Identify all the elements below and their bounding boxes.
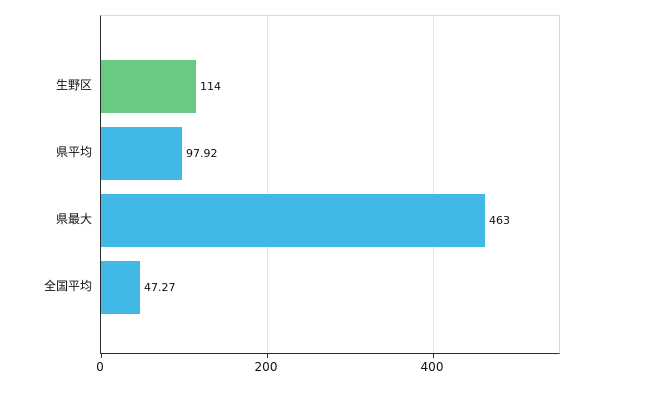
bar-value-label: 97.92 [186, 147, 218, 160]
x-axis-tick-label: 400 [420, 360, 444, 374]
x-axis-tick-label: 200 [254, 360, 278, 374]
x-axis-tick [267, 353, 268, 358]
y-axis-category-label: 生野区 [55, 78, 92, 92]
bar-value-label: 463 [489, 214, 510, 227]
y-axis-category-label: 県最大 [55, 212, 92, 226]
bar-value-label: 47.27 [144, 281, 176, 294]
bar-1 [101, 127, 182, 180]
gridline [267, 16, 268, 353]
bar-0 [101, 60, 196, 113]
plot-area: 114 97.92 463 47.27 [100, 15, 560, 358]
bar-2 [101, 194, 485, 247]
x-axis-tick-label: 0 [96, 360, 104, 374]
y-axis-category-label: 全国平均 [43, 279, 92, 293]
gridline [433, 16, 434, 353]
y-axis-category-label: 県平均 [55, 145, 92, 159]
x-axis-tick [101, 353, 102, 358]
bar-value-label: 114 [200, 80, 221, 93]
bar-3 [101, 261, 140, 314]
x-axis-tick [433, 353, 434, 358]
